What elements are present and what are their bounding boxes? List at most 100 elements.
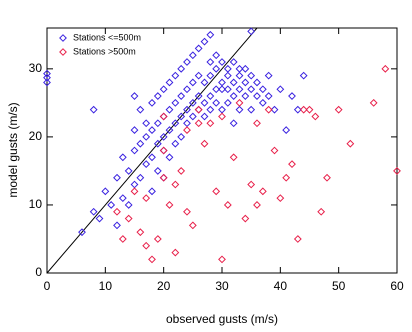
- scatter-point: [206, 58, 215, 66]
- scatter-point: [247, 180, 256, 189]
- scatter-point: [171, 139, 180, 148]
- scatter-point: [393, 167, 401, 175]
- scatter-point: [159, 132, 168, 141]
- scatter-point: [194, 92, 203, 100]
- scatter-point: [43, 78, 51, 87]
- scatter-point: [218, 112, 226, 121]
- scatter-point: [218, 78, 226, 87]
- scatter-point: [136, 139, 145, 148]
- scatter-point: [369, 98, 378, 107]
- scatter-point: [381, 64, 390, 73]
- scatter-point: [148, 255, 156, 264]
- scatter-point: [194, 71, 203, 80]
- scatter-point: [183, 105, 191, 114]
- y-axis-label: model gusts (m/s): [6, 102, 20, 197]
- scatter-point: [206, 119, 215, 128]
- scatter-point: [206, 92, 215, 100]
- scatter-point: [299, 105, 308, 114]
- scatter-point: [159, 173, 168, 182]
- scatter-point: [43, 73, 51, 82]
- scatter-point: [78, 228, 86, 237]
- scatter-point: [124, 167, 133, 175]
- scatter-point: [130, 92, 139, 100]
- scatter-point: [288, 160, 296, 169]
- scatter-point: [235, 105, 244, 114]
- scatter-point: [177, 112, 186, 121]
- scatter-point: [188, 51, 197, 60]
- scatter-point: [264, 105, 273, 114]
- scatter-point: [165, 126, 174, 134]
- one-to-one-line: [46, 27, 258, 274]
- scatter-point: [188, 98, 197, 107]
- scatter-point: [159, 146, 168, 155]
- scatter-point: [171, 119, 180, 128]
- scatter-point: [200, 98, 209, 107]
- legend-marker: [59, 48, 67, 56]
- scatter-point: [223, 201, 232, 209]
- scatter-point: [223, 64, 232, 73]
- scatter-point: [229, 78, 238, 87]
- scatter-point: [253, 78, 261, 87]
- scatter-point: [159, 173, 168, 182]
- scatter-point: [118, 194, 127, 203]
- scatter-point: [270, 146, 279, 155]
- scatter-point: [317, 207, 326, 216]
- scatter-point: [188, 112, 197, 121]
- scatter-point: [136, 105, 145, 114]
- scatter-point: [183, 85, 191, 94]
- scatter-point: [223, 98, 232, 107]
- scatter-point: [188, 221, 197, 230]
- scatter-point: [241, 78, 250, 87]
- scatter-point: [241, 92, 250, 100]
- scatter-point: [305, 105, 314, 114]
- scatter-point: [223, 71, 232, 80]
- scatter-point: [194, 119, 203, 128]
- x-tick-label: 20: [157, 279, 171, 293]
- y-tick-label: 10: [29, 197, 43, 211]
- scatter-point: [276, 194, 285, 203]
- scatter-point: [148, 187, 156, 196]
- x-tick-label: 40: [274, 279, 288, 293]
- scatter-point: [264, 92, 273, 100]
- scatter-point: [153, 92, 162, 100]
- scatter-point: [118, 153, 127, 162]
- scatter-point: [253, 92, 261, 100]
- scatter-point: [153, 139, 162, 148]
- x-tick-label: 60: [390, 279, 404, 293]
- scatter-point: [183, 58, 191, 66]
- scatter-point: [124, 214, 133, 223]
- legend-label: Stations >500m: [73, 46, 136, 56]
- scatter-point: [148, 98, 156, 107]
- scatter-point: [159, 85, 168, 94]
- scatter-point: [200, 37, 209, 46]
- scatter-point: [130, 187, 139, 196]
- scatter-point: [334, 105, 343, 114]
- scatter-point: [235, 71, 244, 80]
- scatter-point: [136, 173, 145, 182]
- scatter-point: [212, 51, 221, 60]
- y-tick-label: 30: [29, 61, 43, 75]
- scatter-point: [270, 105, 279, 114]
- scatter-point: [188, 78, 197, 87]
- scatter-point: [288, 92, 296, 100]
- scatter-point: [241, 64, 250, 73]
- x-tick-label: 10: [99, 279, 113, 293]
- scatter-point: [165, 105, 174, 114]
- scatter-point: [101, 187, 110, 196]
- scatter-point: [247, 71, 256, 80]
- scatter-point: [223, 85, 232, 94]
- scatter-point: [311, 112, 320, 121]
- scatter-point: [124, 201, 133, 209]
- scatter-point: [171, 180, 180, 189]
- scatter-point: [253, 119, 261, 128]
- y-tick-label: 0: [35, 265, 42, 279]
- scatter-point: [130, 146, 139, 155]
- scatter-point: [200, 112, 209, 121]
- scatter-point: [293, 105, 302, 114]
- scatter-point: [258, 85, 267, 94]
- scatter-point: [229, 119, 238, 128]
- scatter-point: [95, 214, 104, 223]
- scatter-point: [235, 85, 244, 94]
- scatter-point: [247, 27, 256, 36]
